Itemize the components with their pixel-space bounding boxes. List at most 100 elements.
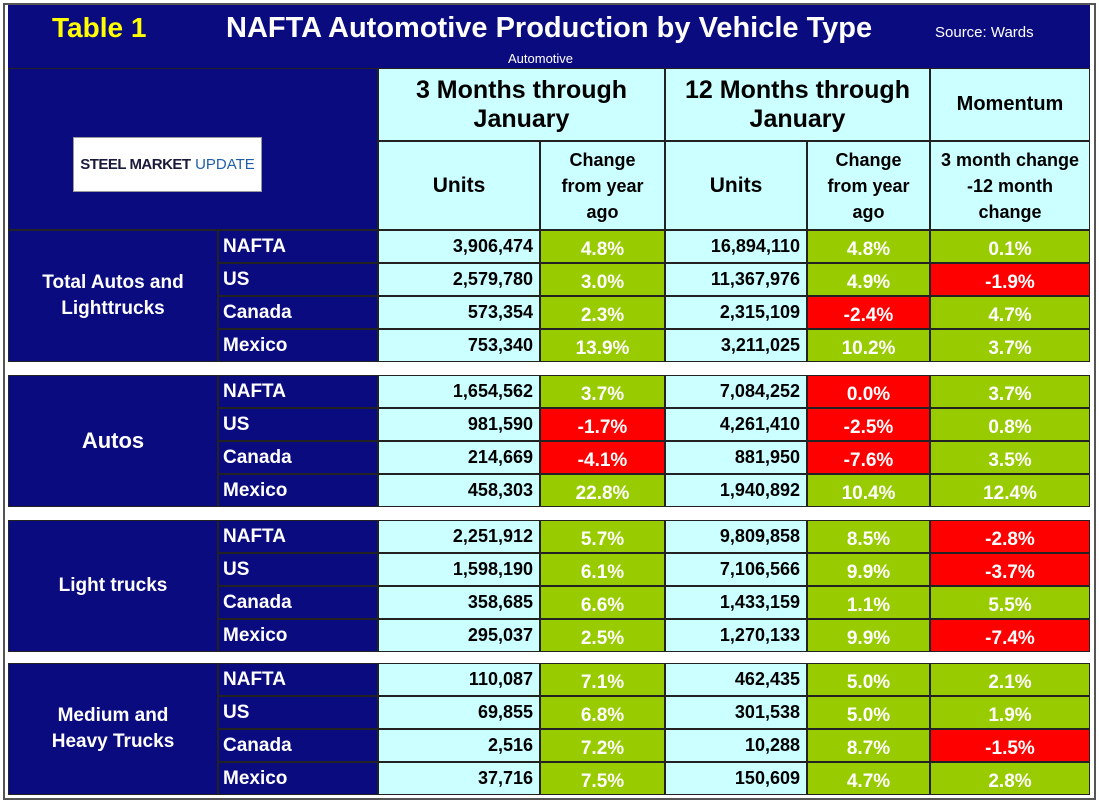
change-cell: 7.5% — [540, 762, 665, 795]
change-cell: 1.1% — [807, 586, 930, 619]
units-cell: 2,251,912 — [378, 520, 540, 553]
change-cell: 10.2% — [807, 329, 930, 362]
header-cell: Units — [665, 141, 807, 230]
units-cell: 150,609 — [665, 762, 807, 795]
change-cell: 0.0% — [807, 375, 930, 408]
change-cell: -3.7% — [930, 553, 1090, 586]
subtitle: Automotive — [508, 51, 574, 66]
region: Mexico — [218, 619, 378, 652]
units-cell: 10,288 — [665, 729, 807, 762]
group-label: Medium and Heavy Trucks — [8, 663, 218, 795]
header-cell: 3 month change -12 month change — [930, 141, 1090, 230]
header-text: 3 Months through January — [415, 75, 628, 133]
header-cell: Change from year ago — [807, 141, 930, 230]
change-cell: 12.4% — [930, 474, 1090, 507]
units-cell: 110,087 — [378, 663, 540, 696]
title-bar — [8, 5, 1090, 68]
change-cell: 5.7% — [540, 520, 665, 553]
region: NAFTA — [218, 230, 378, 263]
header-cell: 3 Months through January — [378, 68, 665, 141]
change-cell: 4.9% — [807, 263, 930, 296]
units-cell: 214,669 — [378, 441, 540, 474]
units-cell: 3,906,474 — [378, 230, 540, 263]
header-text: Change from year ago — [561, 149, 644, 222]
units-cell: 462,435 — [665, 663, 807, 696]
change-cell: 5.0% — [807, 663, 930, 696]
header-cell: Units — [378, 141, 540, 230]
units-cell: 16,894,110 — [665, 230, 807, 263]
header-cell: Change from year ago — [540, 141, 665, 230]
units-cell: 753,340 — [378, 329, 540, 362]
region: US — [218, 408, 378, 441]
region: NAFTA — [218, 375, 378, 408]
change-cell: 9.9% — [807, 553, 930, 586]
change-cell: 0.1% — [930, 230, 1090, 263]
change-cell: 4.8% — [807, 230, 930, 263]
units-cell: 4,261,410 — [665, 408, 807, 441]
units-cell: 9,809,858 — [665, 520, 807, 553]
region: Mexico — [218, 474, 378, 507]
change-cell: -7.6% — [807, 441, 930, 474]
units-cell: 1,598,190 — [378, 553, 540, 586]
units-cell: 981,590 — [378, 408, 540, 441]
header-text: Units — [709, 173, 763, 197]
units-cell: 3,211,025 — [665, 329, 807, 362]
region: US — [218, 263, 378, 296]
units-cell: 881,950 — [665, 441, 807, 474]
units-cell: 301,538 — [665, 696, 807, 729]
change-cell: -4.1% — [540, 441, 665, 474]
units-cell: 7,106,566 — [665, 553, 807, 586]
change-cell: 4.8% — [540, 230, 665, 263]
header-text: Units — [432, 173, 486, 197]
header-text: Momentum — [956, 93, 1064, 115]
change-cell: 3.7% — [930, 375, 1090, 408]
units-cell: 2,315,109 — [665, 296, 807, 329]
change-cell: 5.5% — [930, 586, 1090, 619]
units-cell: 295,037 — [378, 619, 540, 652]
change-cell: 3.5% — [930, 441, 1090, 474]
change-cell: 22.8% — [540, 474, 665, 507]
region: Mexico — [218, 762, 378, 795]
region: Canada — [218, 441, 378, 474]
change-cell: 2.3% — [540, 296, 665, 329]
units-cell: 1,433,159 — [665, 586, 807, 619]
header-cell: Momentum — [930, 68, 1090, 141]
header-text: Change from year ago — [827, 149, 910, 222]
group-label: Autos — [8, 375, 218, 507]
change-cell: 2.5% — [540, 619, 665, 652]
change-cell: 4.7% — [930, 296, 1090, 329]
source: Source: Wards — [935, 24, 1034, 41]
change-cell: 4.7% — [807, 762, 930, 795]
region: Canada — [218, 296, 378, 329]
units-cell: 1,270,133 — [665, 619, 807, 652]
change-cell: 1.9% — [930, 696, 1090, 729]
units-cell: 358,685 — [378, 586, 540, 619]
units-cell: 458,303 — [378, 474, 540, 507]
region: Mexico — [218, 329, 378, 362]
region: US — [218, 553, 378, 586]
region: US — [218, 696, 378, 729]
change-cell: -7.4% — [930, 619, 1090, 652]
units-cell: 11,367,976 — [665, 263, 807, 296]
units-cell: 37,716 — [378, 762, 540, 795]
change-cell: 6.8% — [540, 696, 665, 729]
change-cell: 9.9% — [807, 619, 930, 652]
change-cell: 7.1% — [540, 663, 665, 696]
units-cell: 7,084,252 — [665, 375, 807, 408]
units-cell: 2,516 — [378, 729, 540, 762]
group-label: Light trucks — [8, 520, 218, 652]
region: NAFTA — [218, 520, 378, 553]
units-cell: 573,354 — [378, 296, 540, 329]
change-cell: 0.8% — [930, 408, 1090, 441]
units-cell: 69,855 — [378, 696, 540, 729]
change-cell: -2.5% — [807, 408, 930, 441]
group-label: Total Autos and Lighttrucks — [8, 230, 218, 362]
logo-brand: STEEL MARKET — [80, 156, 191, 173]
change-cell: 10.4% — [807, 474, 930, 507]
change-cell: 7.2% — [540, 729, 665, 762]
change-cell: -2.8% — [930, 520, 1090, 553]
header-text: 3 month change -12 month change — [940, 149, 1079, 222]
region: Canada — [218, 729, 378, 762]
change-cell: 3.7% — [930, 329, 1090, 362]
